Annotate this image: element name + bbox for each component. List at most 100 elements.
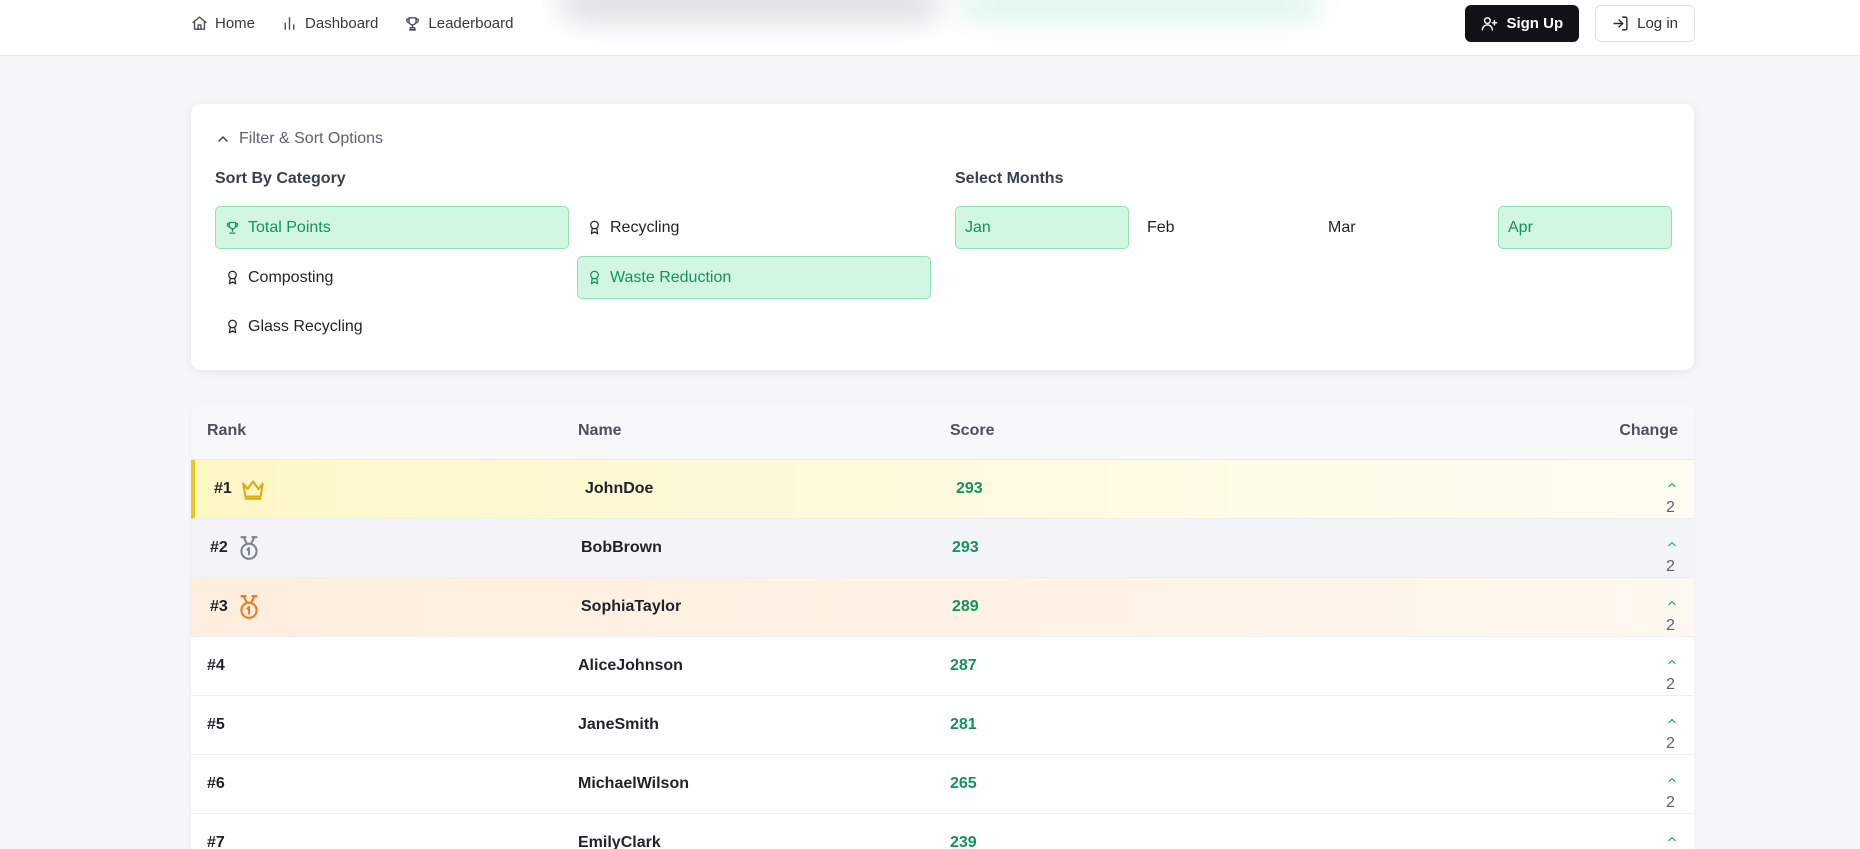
user-plus-icon [1482,17,1498,31]
chevron-up-icon [1668,718,1676,724]
auth-buttons: Sign Up Log in [1465,5,1695,42]
score-cell: 265 [950,775,977,792]
crown-icon [240,476,266,502]
name-cell: MichaelWilson [578,775,689,792]
rank-cell: #3 [210,598,228,615]
nav-home[interactable]: Home [191,15,255,32]
category-glass-recycling[interactable]: Glass Recycling [215,305,569,348]
change-cell: 2 [1666,715,1678,752]
change-value: 2 [1666,617,1675,634]
month-mar[interactable]: Mar [1328,218,1356,236]
table-row[interactable]: #5 JaneSmith 281 2 [191,696,1694,755]
chevron-up-icon [1668,659,1676,665]
name-cell: JohnDoe [585,480,654,497]
table-row[interactable]: #4 AliceJohnson 287 2 [191,637,1694,696]
name-cell: AliceJohnson [578,657,683,674]
nav-dashboard[interactable]: Dashboard [281,15,378,32]
silver-medal-icon [236,535,262,561]
month-feb[interactable]: Feb [1147,218,1175,236]
bronze-medal-icon [236,594,262,620]
header-score: Score [950,422,995,439]
change-cell: 2 [1666,597,1678,634]
award-icon [590,220,599,235]
rank-cell: #2 [210,539,228,556]
score-cell: 287 [950,657,977,674]
category-waste-reduction[interactable]: Waste Reduction [577,256,931,299]
months-title: Select Months [955,170,1064,187]
chevron-up-icon [218,136,228,142]
category-total-points[interactable]: Total Points [215,206,569,249]
category-label: Total Points [248,218,331,236]
table-row[interactable]: #7 EmilyClark 239 2 [191,814,1694,849]
nav-leaderboard[interactable]: Leaderboard [404,15,513,32]
header-change: Change [1619,422,1678,439]
change-value: 2 [1666,499,1675,516]
change-cell: 2 [1666,774,1678,811]
score-cell: 293 [952,539,979,556]
chevron-up-icon [1668,836,1676,842]
header-rank: Rank [207,422,247,439]
change-cell: 2 [1666,538,1678,575]
header-name: Name [578,422,622,439]
table-header: Rank Name Score Change [191,404,1694,460]
name-cell: JaneSmith [578,716,659,733]
score-cell: 239 [950,834,977,849]
filter-toggle[interactable]: Filter & Sort Options [215,130,383,148]
award-icon [228,319,237,334]
category-label: Waste Reduction [610,268,732,286]
main-nav: Home Dashboard Leaderboard [191,0,513,46]
rank-cell: #4 [207,657,225,674]
chevron-up-icon [1668,777,1676,783]
change-value: 2 [1666,735,1675,752]
top-navbar: Home Dashboard Leaderboard Sign Up Log i… [0,0,1860,56]
change-value: 2 [1666,676,1675,693]
rank-cell: #6 [207,775,225,792]
nav-home-label: Home [215,14,256,32]
category-title: Sort By Category [215,170,346,187]
home-icon [192,15,207,30]
table-row[interactable]: #1 JohnDoe 293 2 [191,460,1694,519]
award-icon [590,270,599,285]
rank-cell: #5 [207,716,225,733]
change-value: 2 [1666,794,1675,811]
change-cell: 2 [1666,833,1678,845]
name-cell: BobBrown [581,539,662,556]
chevron-up-icon [1668,600,1676,606]
decorative-glow [960,0,1320,20]
rank-cell: #7 [207,834,225,849]
category-label: Recycling [610,218,680,236]
chevron-up-icon [1668,482,1676,488]
award-icon [228,270,237,285]
filter-card: Filter & Sort Options Sort By Category T… [191,104,1694,370]
nav-leaderboard-label: Leaderboard [428,14,514,32]
trophy-icon [406,16,420,31]
score-cell: 281 [950,716,977,733]
month-jan[interactable]: Jan [955,206,1129,249]
chevron-up-icon [1668,541,1676,547]
trophy-icon [226,221,239,234]
score-cell: 289 [952,598,979,615]
login-label: Log in [1637,15,1678,32]
decorative-glow [560,0,940,20]
login-icon [1613,16,1628,31]
category-composting[interactable]: Composting [215,256,569,299]
signup-button[interactable]: Sign Up [1465,5,1580,42]
category-label: Composting [248,268,334,286]
filter-toggle-label: Filter & Sort Options [239,130,384,147]
category-label: Glass Recycling [248,317,363,335]
name-cell: EmilyClark [578,834,661,849]
score-cell: 293 [956,480,983,497]
leaderboard-table: Rank Name Score Change #1 JohnDoe 293 2 … [191,404,1694,849]
bar-chart-icon [284,16,295,30]
rank-cell: #1 [214,480,232,497]
table-row[interactable]: #6 MichaelWilson 265 2 [191,755,1694,814]
table-row[interactable]: #2 BobBrown 293 2 [191,519,1694,578]
table-row[interactable]: #3 SophiaTaylor 289 2 [191,578,1694,637]
change-value: 2 [1666,558,1675,575]
category-recycling[interactable]: Recycling [577,206,931,249]
month-apr[interactable]: Apr [1498,206,1672,249]
login-button[interactable]: Log in [1595,5,1695,42]
name-cell: SophiaTaylor [581,598,682,615]
nav-dashboard-label: Dashboard [305,14,379,32]
signup-label: Sign Up [1506,15,1564,32]
